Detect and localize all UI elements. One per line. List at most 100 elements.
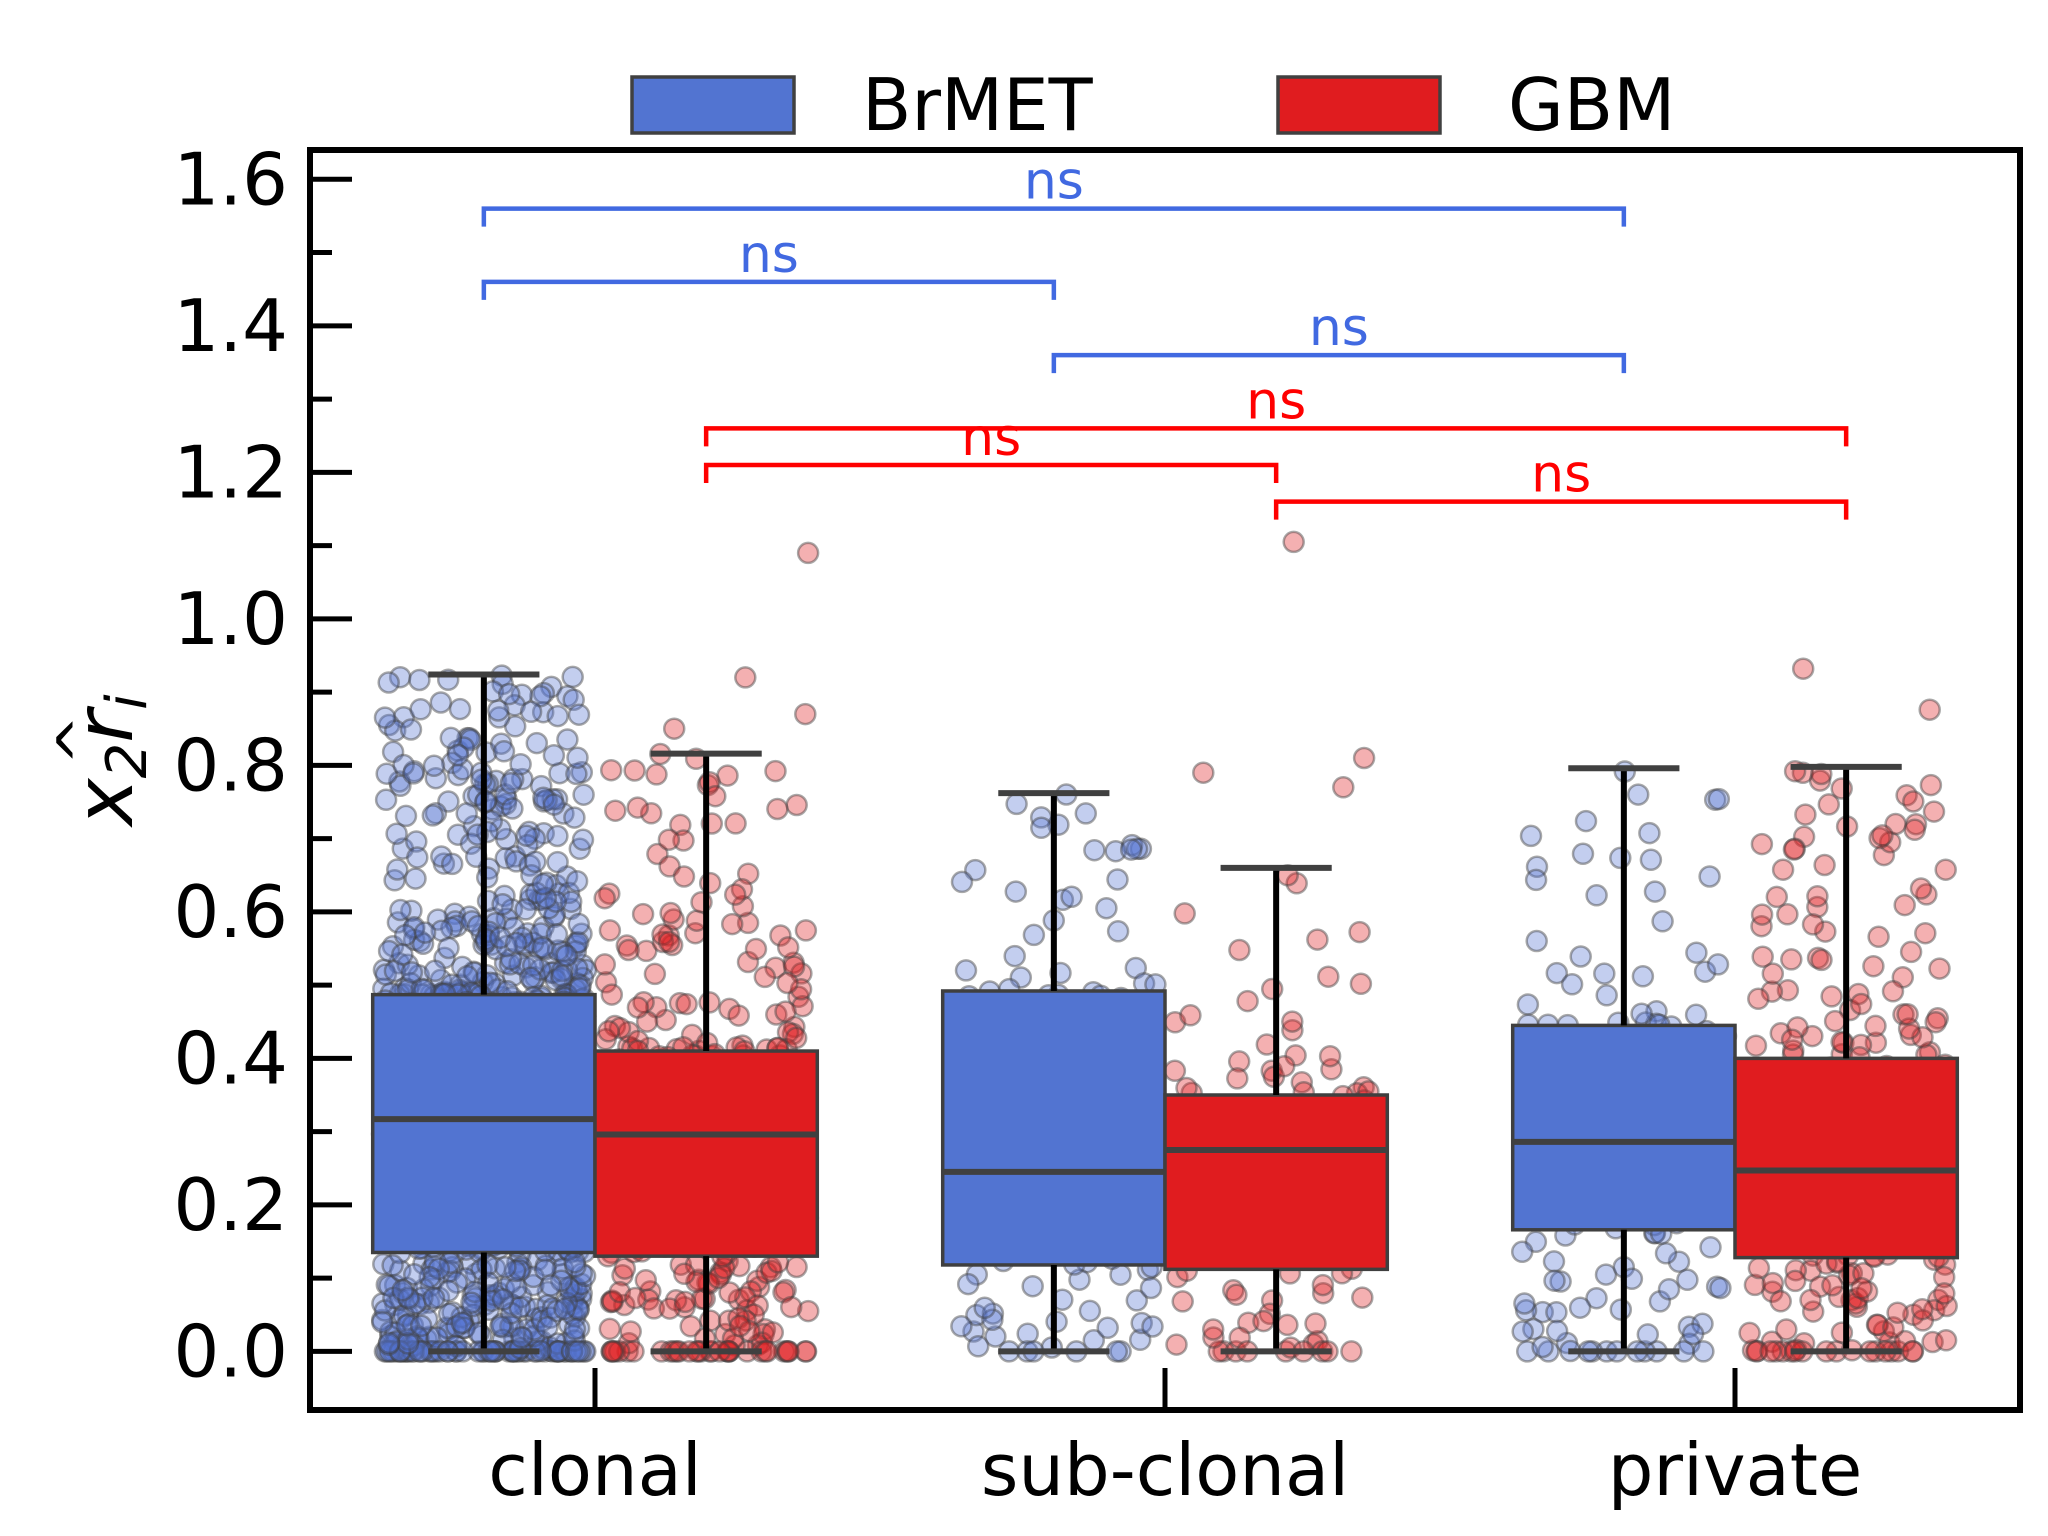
- data-point: [511, 767, 534, 791]
- data-point: [525, 731, 549, 755]
- bracket-line: [481, 279, 1057, 300]
- data-point: [502, 916, 526, 940]
- data-point: [515, 1317, 538, 1341]
- data-point: [378, 1340, 401, 1363]
- data-point: [445, 1271, 469, 1294]
- data-point: [1016, 1322, 1039, 1345]
- data-point: [537, 897, 560, 920]
- data-point: [718, 1281, 741, 1304]
- data-point: [1855, 1280, 1879, 1303]
- data-point: [529, 774, 553, 798]
- data-point: [1783, 837, 1807, 861]
- data-point: [1290, 1071, 1314, 1094]
- data-point: [521, 969, 545, 993]
- data-point: [567, 1298, 590, 1322]
- data-point: [1866, 1313, 1889, 1337]
- data-point: [794, 919, 818, 942]
- legend-item-BrMET: BrMET: [630, 63, 1094, 147]
- data-point: [492, 740, 516, 763]
- data-point: [556, 728, 579, 751]
- data-point: [1761, 962, 1785, 985]
- data-point: [724, 812, 747, 835]
- data-point: [1759, 1340, 1782, 1363]
- data-point: [372, 958, 396, 982]
- data-point: [727, 1306, 750, 1330]
- data-point: [1594, 1263, 1618, 1286]
- data-point: [1004, 880, 1028, 903]
- data-point: [657, 930, 681, 954]
- data-point: [507, 1258, 531, 1281]
- data-point: [1667, 1250, 1691, 1273]
- data-point: [639, 1280, 662, 1303]
- bracket-GBM-sub-clonal-private: ns: [1273, 445, 1849, 520]
- data-point: [1074, 802, 1098, 825]
- data-point: [501, 797, 524, 820]
- data-point: [709, 1263, 733, 1286]
- data-point: [552, 802, 575, 825]
- data-point: [402, 917, 425, 941]
- data-point: [388, 1308, 412, 1331]
- data-point: [397, 1287, 421, 1311]
- data-point: [753, 1318, 777, 1341]
- data-point: [608, 1016, 632, 1040]
- data-point: [572, 1340, 596, 1363]
- data-point: [545, 787, 569, 811]
- data-point: [503, 694, 526, 717]
- data-point: [1903, 818, 1926, 842]
- data-point: [371, 1292, 394, 1315]
- data-point: [422, 1286, 446, 1310]
- y-axis-label: x2ri: [58, 694, 160, 829]
- data-point: [439, 1259, 462, 1283]
- data-point: [490, 1312, 513, 1336]
- data-point: [546, 1340, 569, 1363]
- data-point: [774, 1278, 797, 1302]
- data-point: [1574, 809, 1598, 833]
- data-point: [551, 1257, 575, 1280]
- data-point: [1282, 530, 1305, 554]
- data-point: [1119, 838, 1143, 861]
- data-point: [1764, 1340, 1788, 1363]
- data-point: [419, 1274, 443, 1297]
- data-point: [1934, 858, 1957, 881]
- data-point: [404, 867, 427, 890]
- data-point: [564, 1255, 587, 1278]
- data-point: [777, 1340, 800, 1363]
- data-point: [544, 968, 567, 992]
- data-point: [660, 933, 684, 957]
- data-point: [1904, 812, 1928, 836]
- data-point: [383, 719, 407, 742]
- data-point: [1631, 965, 1655, 988]
- data-point: [542, 905, 566, 929]
- data-point: [548, 761, 571, 785]
- data-point: [1179, 1004, 1202, 1027]
- data-point: [1571, 842, 1595, 866]
- data-point: [375, 1273, 399, 1296]
- data-point: [1285, 872, 1308, 895]
- data-point: [402, 1340, 425, 1363]
- data-point: [1005, 792, 1028, 816]
- data-point: [1780, 1028, 1804, 1051]
- data-point: [1850, 1277, 1873, 1300]
- data-point: [489, 1315, 512, 1338]
- data-point: [509, 752, 532, 776]
- data-point: [1083, 838, 1106, 862]
- data-point: [391, 943, 414, 966]
- data-point: [546, 939, 570, 962]
- data-point: [521, 954, 545, 977]
- data-point: [381, 934, 405, 958]
- data-point: [1645, 1000, 1668, 1023]
- data-point: [502, 964, 525, 987]
- data-point: [569, 1340, 592, 1363]
- data-point: [500, 898, 524, 921]
- axes: 0.0 0.2 0.4 0.6 0.8 1.0 1.2 1.4 1.6 clonal sub-clo…: [173, 137, 2023, 1512]
- data-point: [458, 905, 481, 928]
- data-point: [425, 1326, 449, 1349]
- data-point: [389, 898, 412, 922]
- data-point: [535, 871, 558, 894]
- data-point: [1531, 1335, 1554, 1359]
- data-point: [546, 1340, 570, 1363]
- data-point: [384, 1321, 407, 1344]
- data-point: [1849, 992, 1873, 1016]
- data-point: [1738, 1321, 1761, 1345]
- legend-swatch: [630, 75, 796, 135]
